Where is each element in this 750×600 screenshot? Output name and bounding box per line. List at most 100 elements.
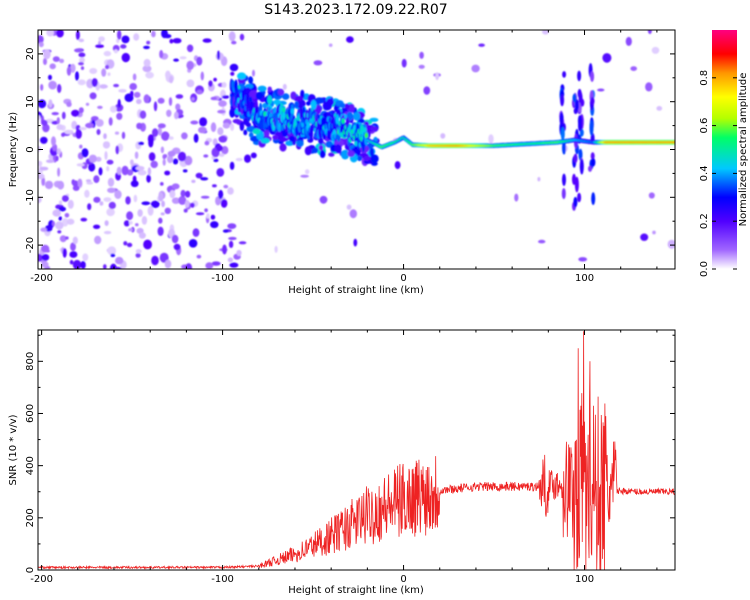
spectrogram-cell	[215, 196, 221, 206]
spectrogram-cell	[115, 256, 124, 265]
spectrogram-cell	[151, 30, 156, 38]
y-tick-label: 0	[25, 567, 36, 573]
spectrogram-cell	[82, 253, 89, 262]
figure-title: S143.2023.172.09.22.R07	[264, 2, 447, 18]
spectrogram-cell	[128, 221, 133, 225]
spectrogram-cell	[423, 86, 431, 95]
spectrogram-cell	[160, 212, 165, 216]
spectrogram-cell	[196, 254, 202, 259]
spectrogram-cell	[98, 167, 103, 176]
spectrogram-cell	[279, 143, 287, 152]
spectrogram-cell	[171, 197, 181, 204]
spectrogram-cell	[64, 213, 70, 218]
spectrogram-cell	[672, 141, 675, 144]
spectrogram-cell	[57, 84, 62, 93]
spectrogram-cell	[101, 68, 107, 77]
spectrogram-cell	[357, 155, 363, 162]
spectrogram-cell	[72, 180, 79, 187]
spectrogram-cell	[575, 99, 579, 112]
spectrogram-cell	[560, 94, 565, 107]
spectrogram-cell	[190, 120, 199, 125]
spectrogram-cell	[104, 220, 109, 227]
spectrogram-cell	[130, 90, 134, 98]
spectrogram-cell	[204, 140, 210, 146]
spectrogram-cell	[89, 92, 97, 100]
spectrogram-cell	[52, 221, 55, 227]
spectrogram-cell	[158, 217, 163, 224]
spectrogram-cell	[117, 99, 121, 108]
spectrogram-cell	[103, 264, 107, 269]
spectrogram-cell	[71, 109, 80, 117]
spectrogram-cell	[108, 117, 113, 126]
spectrogram-cell	[69, 251, 78, 258]
spectrogram-cell	[232, 118, 241, 124]
spectrogram-cell	[435, 72, 439, 81]
spectrogram-cell	[93, 224, 101, 229]
spectrogram-cell	[562, 173, 566, 186]
spectrogram-cell	[268, 112, 273, 118]
spectrogram-cell	[282, 111, 286, 121]
spectrogram-cell	[577, 192, 582, 203]
spectrogram-cell	[88, 162, 96, 172]
y-tick-label: 600	[25, 404, 36, 423]
spectrogram-cell	[115, 145, 120, 155]
spectrogram-cell	[229, 63, 239, 72]
spectrogram-cell	[38, 115, 41, 121]
spectrogram-cell	[257, 85, 267, 92]
spectrogram-cell	[267, 95, 273, 105]
spectrogram-cell	[183, 208, 188, 213]
spectrogram-cell	[318, 137, 324, 145]
spectrogram-cell	[347, 150, 355, 157]
spectrogram-cell	[353, 112, 361, 121]
spectrogram-frame	[37, 29, 676, 270]
spectrogram-cell	[188, 239, 198, 248]
spectrogram-cell	[40, 136, 48, 144]
spectrogram-cell	[174, 111, 179, 120]
spectrogram-cell	[169, 75, 174, 84]
spectrogram-cell	[57, 180, 65, 190]
spectrogram-cell	[85, 179, 92, 183]
spectrogram-cell	[260, 138, 270, 144]
spectrogram-cell	[580, 98, 585, 107]
spectrogram-cell	[227, 187, 234, 195]
colorbar-tick-label: 0.6	[699, 118, 710, 134]
spectrogram-cell	[135, 166, 145, 171]
spectrogram-cell	[267, 106, 272, 113]
spectrogram-cell	[218, 100, 227, 107]
spectrogram-cell	[137, 169, 147, 176]
spectrogram-cell	[200, 195, 210, 199]
spectrogram-cell	[95, 119, 104, 127]
spectrogram-cell	[313, 60, 323, 66]
spectrogram-cell	[58, 216, 63, 221]
spectrogram-cell	[104, 151, 108, 160]
spectrogram-cell	[213, 158, 219, 163]
spectrogram-cell	[64, 129, 74, 135]
spectrogram-cell	[208, 80, 213, 87]
spectrogram-cell	[74, 48, 83, 53]
spectrogram-cell	[168, 97, 173, 106]
spectrogram-cell	[219, 153, 225, 157]
spectrogram-cell	[195, 212, 205, 216]
spectrogram-cell	[196, 89, 203, 95]
spectrogram-cell	[572, 173, 576, 185]
spectrogram-cell	[135, 223, 139, 227]
spectrogram-cell	[130, 180, 139, 188]
spectrogram-cell	[213, 77, 217, 82]
spectrogram-cell	[131, 226, 135, 233]
spectrogram-cell	[418, 64, 425, 69]
spectrogram-cell	[143, 58, 151, 67]
spectrogram-cell	[86, 181, 94, 185]
spectrogram-cell	[179, 56, 187, 60]
spectrogram-cell	[349, 209, 357, 219]
spectrogram-cell	[227, 223, 237, 230]
spectrogram-cell	[139, 110, 147, 119]
spectrogram-cell	[114, 131, 120, 135]
spectrogram-cell	[210, 122, 217, 133]
spectrogram-cell	[40, 84, 44, 91]
spectrogram-cell	[394, 161, 401, 170]
spectrogram-cell	[87, 203, 92, 211]
spectrogram-cell	[171, 234, 179, 244]
spectrogram-cell	[290, 91, 297, 100]
